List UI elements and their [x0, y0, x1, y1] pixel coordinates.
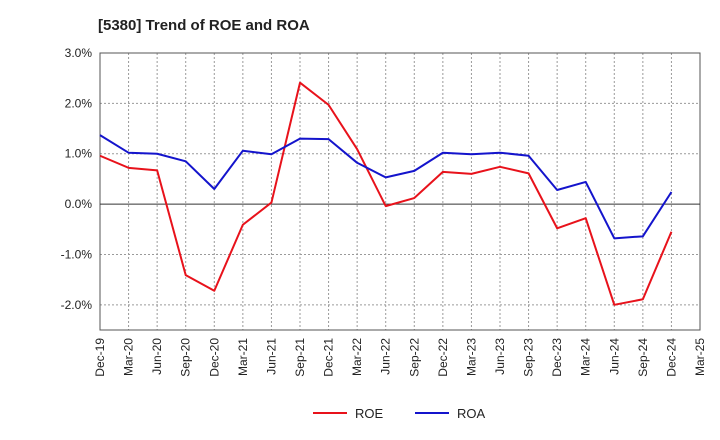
y-axis-ticks: 3.0% 2.0% 1.0% 0.0% -1.0% -2.0%: [61, 46, 93, 312]
y-tick-label: -2.0%: [61, 298, 93, 312]
x-tick-label: Dec-20: [207, 338, 221, 377]
x-tick-label: Jun-21: [264, 338, 278, 375]
x-tick-label: Sep-20: [179, 338, 193, 377]
series-line-roe: [99, 81, 673, 306]
plot-frame: [99, 52, 701, 331]
x-tick-label: Jun-24: [607, 338, 621, 375]
series-line-roa: [99, 134, 673, 240]
x-tick-label: Dec-24: [664, 338, 678, 377]
x-tick-label: Sep-23: [522, 338, 536, 377]
x-tick-label: Mar-25: [693, 338, 707, 376]
x-tick-label: Sep-21: [293, 338, 307, 377]
x-tick-label: Sep-22: [407, 338, 421, 377]
x-tick-label: Dec-19: [93, 338, 107, 377]
x-tick-label: Jun-23: [493, 338, 507, 375]
x-tick-label: Jun-22: [379, 338, 393, 375]
y-tick-label: 1.0%: [65, 147, 93, 161]
series-lines: [99, 81, 673, 306]
x-tick-label: Dec-23: [550, 338, 564, 377]
grid: [100, 53, 700, 330]
x-tick-label: Mar-21: [236, 338, 250, 376]
x-tick-label: Dec-21: [322, 338, 336, 377]
y-tick-label: -1.0%: [61, 247, 93, 261]
x-tick-label: Mar-20: [122, 338, 136, 376]
x-tick-label: Sep-24: [636, 338, 650, 377]
legend-label-roa: ROA: [457, 406, 486, 421]
x-axis-ticks: Dec-19 Mar-20 Jun-20 Sep-20 Dec-20 Mar-21 Jun-…: [93, 338, 707, 377]
x-tick-label: Mar-23: [464, 338, 478, 376]
x-tick-label: Jun-20: [150, 338, 164, 375]
legend-label-roe: ROE: [355, 406, 384, 421]
chart-title: [5380] Trend of ROE and ROA: [98, 17, 310, 34]
x-tick-label: Dec-22: [436, 338, 450, 377]
legend: ROE ROA: [313, 406, 486, 421]
y-tick-label: 3.0%: [65, 46, 93, 60]
y-tick-label: 0.0%: [65, 197, 93, 211]
x-tick-label: Mar-22: [350, 338, 364, 376]
x-tick-label: Mar-24: [579, 338, 593, 376]
y-tick-label: 2.0%: [65, 96, 93, 110]
